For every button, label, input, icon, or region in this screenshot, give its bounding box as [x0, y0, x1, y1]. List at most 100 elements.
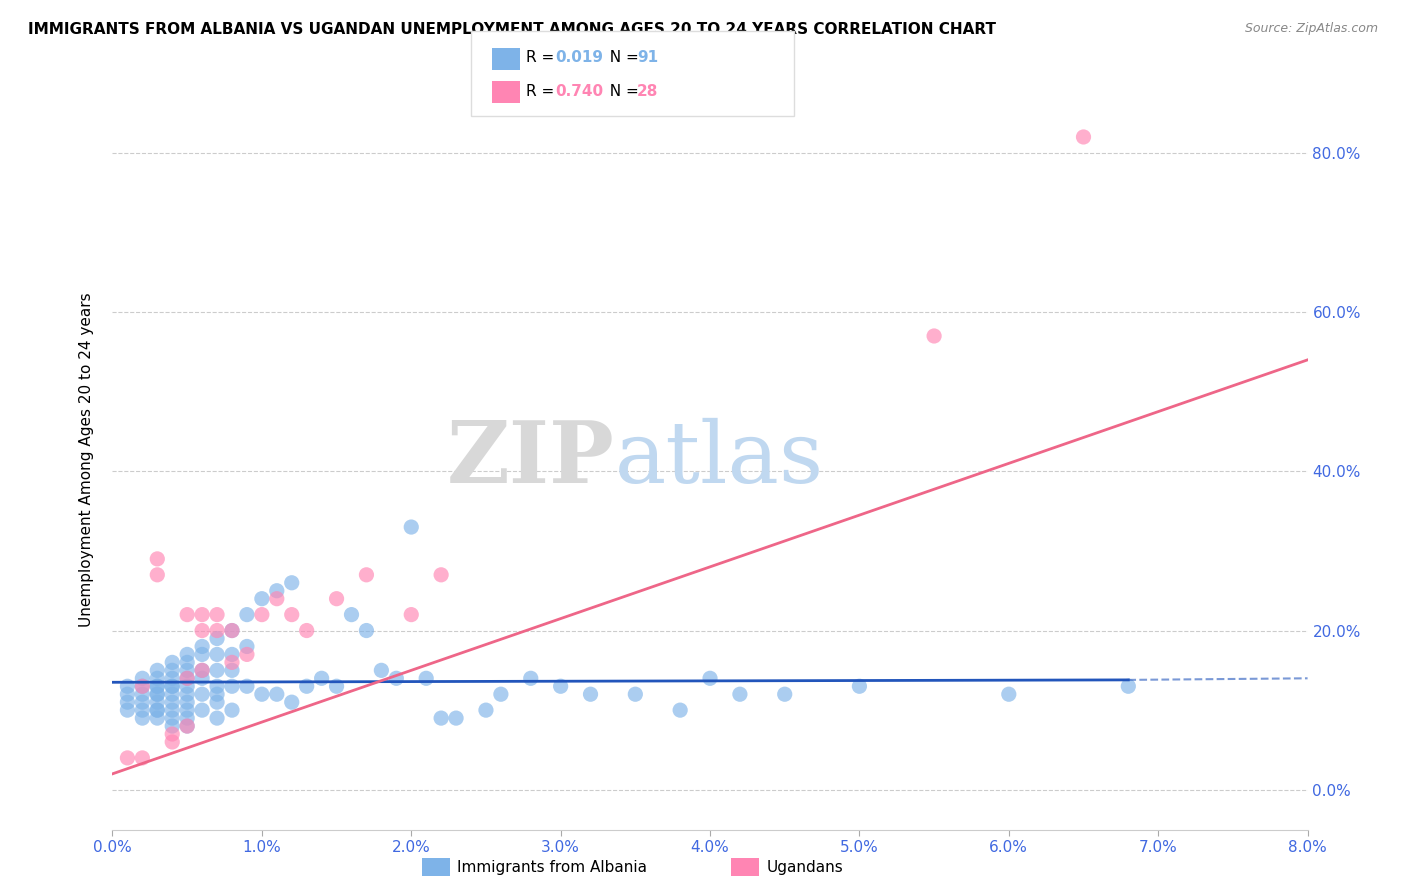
- Text: ZIP: ZIP: [447, 417, 614, 501]
- Point: [221, 664, 243, 678]
- Point: [191, 664, 214, 678]
- Point: [176, 648, 198, 662]
- Point: [205, 648, 228, 662]
- Point: [191, 640, 214, 654]
- Point: [311, 671, 333, 685]
- Point: [221, 656, 243, 670]
- Point: [191, 607, 214, 622]
- Point: [191, 664, 214, 678]
- Point: [176, 719, 198, 733]
- Point: [221, 679, 243, 693]
- Point: [162, 671, 183, 685]
- Point: [131, 679, 153, 693]
- Point: [385, 671, 408, 685]
- Point: [370, 664, 392, 678]
- Text: R =: R =: [526, 85, 560, 99]
- Point: [415, 671, 437, 685]
- Point: [221, 624, 243, 638]
- Point: [176, 719, 198, 733]
- Text: atlas: atlas: [614, 417, 824, 501]
- Point: [191, 703, 214, 717]
- Point: [475, 703, 498, 717]
- Point: [162, 679, 183, 693]
- Point: [699, 671, 721, 685]
- Text: Immigrants from Albania: Immigrants from Albania: [457, 860, 647, 874]
- Point: [236, 607, 259, 622]
- Point: [848, 679, 870, 693]
- Point: [444, 711, 467, 725]
- Point: [236, 679, 259, 693]
- Point: [325, 591, 347, 606]
- Point: [205, 711, 228, 725]
- Point: [266, 687, 288, 701]
- Point: [162, 679, 183, 693]
- Point: [146, 679, 169, 693]
- Text: R =: R =: [526, 51, 560, 65]
- Point: [146, 703, 169, 717]
- Point: [340, 607, 363, 622]
- Y-axis label: Unemployment Among Ages 20 to 24 years: Unemployment Among Ages 20 to 24 years: [79, 292, 94, 627]
- Point: [1073, 130, 1095, 145]
- Point: [146, 711, 169, 725]
- Point: [205, 624, 228, 638]
- Point: [205, 607, 228, 622]
- Point: [356, 624, 378, 638]
- Point: [117, 679, 139, 693]
- Text: 91: 91: [637, 51, 658, 65]
- Point: [131, 671, 153, 685]
- Point: [281, 695, 304, 709]
- Point: [176, 703, 198, 717]
- Point: [146, 703, 169, 717]
- Point: [176, 664, 198, 678]
- Point: [176, 695, 198, 709]
- Point: [281, 607, 304, 622]
- Point: [176, 687, 198, 701]
- Point: [176, 679, 198, 693]
- Point: [430, 567, 453, 582]
- Point: [131, 703, 153, 717]
- Point: [162, 656, 183, 670]
- Point: [221, 624, 243, 638]
- Point: [162, 711, 183, 725]
- Point: [162, 727, 183, 741]
- Point: [295, 679, 318, 693]
- Point: [250, 607, 273, 622]
- Text: 0.740: 0.740: [555, 85, 603, 99]
- Point: [117, 751, 139, 765]
- Point: [162, 687, 183, 701]
- Point: [191, 624, 214, 638]
- Point: [162, 719, 183, 733]
- Point: [401, 520, 423, 534]
- Text: Ugandans: Ugandans: [766, 860, 844, 874]
- Point: [176, 711, 198, 725]
- Point: [728, 687, 751, 701]
- Point: [117, 695, 139, 709]
- Point: [250, 591, 273, 606]
- Point: [579, 687, 602, 701]
- Point: [191, 648, 214, 662]
- Text: N =: N =: [600, 85, 644, 99]
- Point: [117, 703, 139, 717]
- Point: [131, 711, 153, 725]
- Point: [266, 591, 288, 606]
- Point: [146, 687, 169, 701]
- Point: [146, 552, 169, 566]
- Point: [250, 687, 273, 701]
- Point: [221, 703, 243, 717]
- Text: 0.019: 0.019: [555, 51, 603, 65]
- Point: [266, 583, 288, 598]
- Point: [325, 679, 347, 693]
- Point: [669, 703, 692, 717]
- Point: [205, 695, 228, 709]
- Point: [146, 679, 169, 693]
- Point: [191, 687, 214, 701]
- Point: [205, 632, 228, 646]
- Point: [146, 671, 169, 685]
- Point: [295, 624, 318, 638]
- Point: [205, 687, 228, 701]
- Point: [131, 751, 153, 765]
- Point: [146, 567, 169, 582]
- Text: N =: N =: [600, 51, 644, 65]
- Point: [221, 648, 243, 662]
- Point: [1118, 679, 1140, 693]
